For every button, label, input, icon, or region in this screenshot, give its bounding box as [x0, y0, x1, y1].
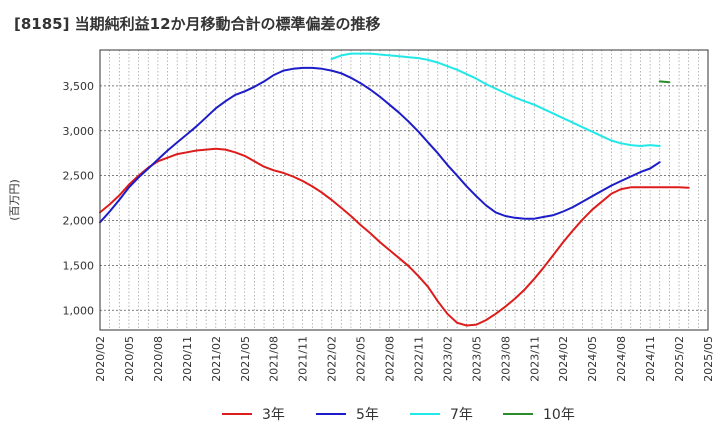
x-tick-labels: 2020/02 2020/05 2020/08 2020/11 2021/02 2021/…: [94, 336, 715, 382]
x-tick-label: 2020/02: [94, 336, 107, 382]
y-tick-label: 1,500: [63, 259, 95, 272]
legend-item-1: 3年: [222, 407, 285, 423]
plot-frame: [99, 49, 709, 331]
x-tick-label: 2022/02: [326, 336, 339, 382]
y-tick-label: 2,000: [63, 215, 95, 228]
series-layer: [99, 52, 690, 327]
x-tick-label: 2024/05: [586, 336, 599, 382]
x-tick-label: 2022/05: [355, 336, 368, 382]
x-tick-label: 2023/05: [470, 336, 483, 382]
series-line-2: [99, 66, 661, 224]
legend-item-4: 10年: [503, 407, 575, 423]
legend: 3年 5年 7年 10年: [222, 407, 575, 423]
x-tick-label: 2022/11: [412, 336, 425, 382]
x-tick-label: 2022/08: [384, 336, 397, 382]
legend-label: 10年: [543, 407, 575, 423]
x-tick-label: 2021/02: [210, 336, 223, 382]
legend-label: 7年: [450, 407, 473, 423]
x-tick-label: 2020/08: [152, 336, 165, 382]
x-tick-label: 2024/11: [644, 336, 657, 382]
x-tick-label: 2021/11: [297, 336, 310, 382]
x-tick-label: 2023/02: [441, 336, 454, 382]
x-tick-label: 2025/02: [673, 336, 686, 382]
x-tick-label: 2024/08: [615, 336, 628, 382]
series-line-3: [330, 52, 661, 147]
series-line-4: [658, 80, 671, 84]
y-tick-labels: 1,000 1,500 2,000 2,500 3,000 3,500: [63, 80, 95, 317]
y-axis-label: (百万円): [8, 179, 21, 221]
x-tick-label: 2020/11: [181, 336, 194, 382]
x-tick-label: 2025/05: [702, 336, 715, 382]
x-tick-label: 2021/05: [239, 336, 252, 382]
y-tick-label: 2,500: [63, 170, 95, 183]
legend-label: 5年: [356, 407, 379, 423]
legend-item-3: 7年: [410, 407, 473, 423]
x-tick-label: 2023/08: [499, 336, 512, 382]
series-line-1: [99, 147, 690, 327]
x-tick-label: 2021/08: [268, 336, 281, 382]
grid-layer: [99, 50, 709, 330]
chart-title: [8185] 当期純利益12か月移動合計の標準偏差の推移: [14, 15, 381, 33]
x-tick-label: 2024/02: [557, 336, 570, 382]
y-tick-label: 1,000: [63, 304, 95, 317]
y-tick-label: 3,000: [63, 125, 95, 138]
legend-item-2: 5年: [316, 407, 379, 423]
x-tick-label: 2023/11: [528, 336, 541, 382]
legend-label: 3年: [262, 407, 285, 423]
y-tick-label: 3,500: [63, 80, 95, 93]
x-tick-label: 2020/05: [123, 336, 136, 382]
